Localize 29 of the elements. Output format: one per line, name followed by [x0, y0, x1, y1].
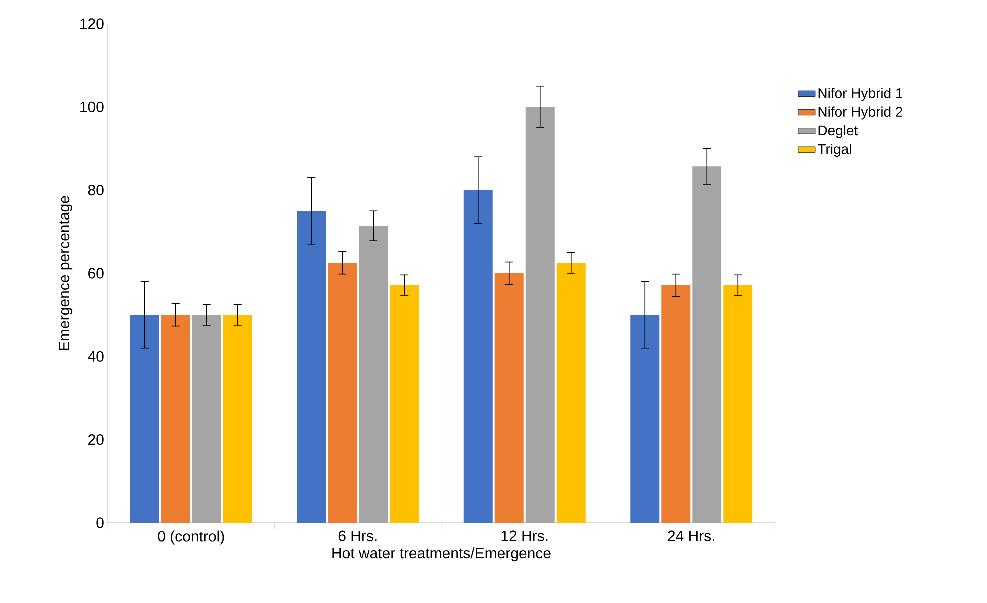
legend-label: Trigal: [818, 144, 852, 158]
y-tick-label: 100: [80, 102, 104, 112]
y-tick-label: 20: [88, 434, 104, 446]
x-tick-label: 0 (control): [158, 530, 224, 545]
x-tick-label: 12 Hrs.: [502, 530, 548, 542]
legend-label: Nifor Hybrid 1: [818, 88, 903, 102]
y-tick-label: 40: [88, 351, 104, 362]
x-tick-label: 6 Hrs.: [338, 530, 377, 542]
bar: [630, 315, 660, 523]
bar: [390, 286, 420, 523]
bar: [130, 315, 160, 523]
legend-label: Deglet: [818, 125, 858, 138]
y-axis-title: Emergence percentage: [59, 196, 73, 350]
bar: [464, 190, 493, 523]
bar: [328, 263, 358, 523]
bar: [556, 263, 586, 523]
x-axis-title: Hot water treatments/Emergence: [332, 548, 551, 562]
y-tick-label: 0: [96, 518, 104, 528]
bar: [223, 315, 252, 523]
y-tick-label: 60: [88, 268, 104, 279]
bar: [494, 273, 524, 523]
bar: [724, 286, 753, 523]
bar: [297, 211, 326, 523]
x-tick-label: 24 Hrs.: [668, 530, 714, 542]
bar: [662, 286, 691, 523]
legend-label: Nifor Hybrid 2: [818, 106, 903, 120]
y-tick-label: 120: [80, 18, 104, 30]
y-tick-label: 80: [88, 185, 104, 196]
bar: [161, 315, 190, 523]
